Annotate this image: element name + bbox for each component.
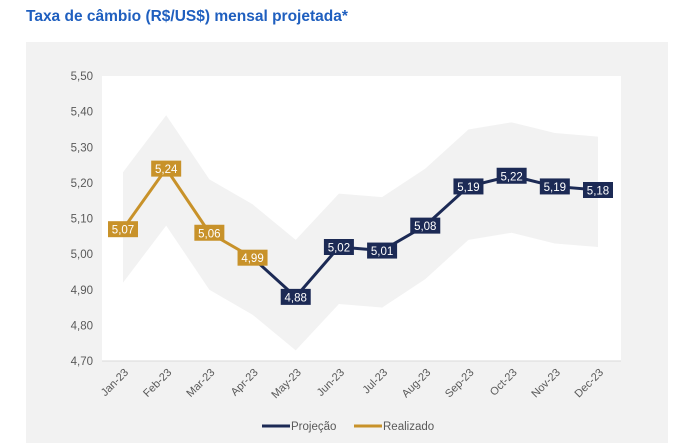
chart-title: Taxa de câmbio (R$/US$) mensal projetada… xyxy=(26,8,348,25)
x-tick-label: Jun-23 xyxy=(315,367,347,399)
data-label: 4,88 xyxy=(280,288,311,305)
legend-label: Projeção xyxy=(291,421,336,433)
data-label-text: 5,02 xyxy=(328,243,350,255)
series-line-realizado xyxy=(121,167,254,259)
legend-item-realizado: Realizado xyxy=(354,421,434,433)
confidence-band xyxy=(123,115,598,351)
y-tick-label: 5,20 xyxy=(71,178,93,190)
data-label-box xyxy=(453,178,484,195)
y-tick-label: 5,30 xyxy=(71,142,93,154)
y-tick-label: 4,80 xyxy=(71,320,93,332)
data-label-text: 4,99 xyxy=(241,253,263,265)
data-label: 5,08 xyxy=(410,217,441,234)
data-label-box xyxy=(323,239,354,255)
y-tick-label: 5,00 xyxy=(71,249,93,261)
data-label-box xyxy=(410,217,441,234)
data-label-box xyxy=(280,288,311,305)
data-label-box xyxy=(583,182,613,198)
x-tick-label: Jul-23 xyxy=(361,367,391,397)
x-tick-label: May-23 xyxy=(269,367,303,401)
data-label-box xyxy=(539,178,570,195)
legend-item-projecao: Projeção xyxy=(262,421,336,433)
x-tick-label: Aug-23 xyxy=(400,367,434,401)
data-label-text: 5,18 xyxy=(587,186,609,198)
data-label-text: 5,07 xyxy=(112,225,134,237)
data-label-box xyxy=(151,160,182,177)
legend-label: Realizado xyxy=(383,421,434,433)
x-tick-label: Apr-23 xyxy=(229,367,261,399)
x-tick-label: Mar-23 xyxy=(184,367,217,400)
data-label-text: 5,08 xyxy=(414,221,436,233)
data-label: 5,01 xyxy=(367,242,398,259)
data-label: 5,19 xyxy=(539,178,570,195)
data-label-box xyxy=(237,249,268,266)
y-tick-label: 4,90 xyxy=(71,285,93,297)
data-label: 5,19 xyxy=(453,178,484,195)
x-tick-label: Oct-23 xyxy=(488,367,520,399)
data-label: 5,07 xyxy=(108,221,138,238)
data-label-box xyxy=(496,167,527,184)
data-label-text: 5,06 xyxy=(198,228,220,240)
y-tick-label: 4,70 xyxy=(71,356,93,368)
data-label: 5,18 xyxy=(583,182,613,198)
data-label: 5,02 xyxy=(323,239,354,255)
data-label: 5,22 xyxy=(496,167,527,184)
data-label-text: 5,19 xyxy=(544,182,566,194)
y-tick-label: 5,10 xyxy=(71,214,93,226)
data-label-text: 5,22 xyxy=(500,171,522,183)
x-tick-label: Sep-23 xyxy=(443,367,477,401)
data-label: 5,24 xyxy=(151,160,182,177)
data-label-text: 5,19 xyxy=(457,182,479,194)
data-label: 5,06 xyxy=(194,224,225,241)
x-tick-label: Jan-23 xyxy=(99,367,131,399)
y-tick-label: 5,40 xyxy=(71,107,93,119)
x-tick-label: Feb-23 xyxy=(141,367,174,400)
data-label-text: 5,01 xyxy=(371,246,393,258)
data-label: 4,99 xyxy=(237,249,268,266)
data-label-box xyxy=(194,224,225,241)
data-label-text: 4,88 xyxy=(285,292,307,304)
data-label-box xyxy=(108,221,138,238)
data-label-box xyxy=(367,242,398,259)
x-tick-label: Nov-23 xyxy=(529,367,563,401)
y-tick-label: 5,50 xyxy=(71,71,93,83)
x-tick-label: Dec-23 xyxy=(573,367,607,401)
data-label-text: 5,24 xyxy=(155,164,178,176)
